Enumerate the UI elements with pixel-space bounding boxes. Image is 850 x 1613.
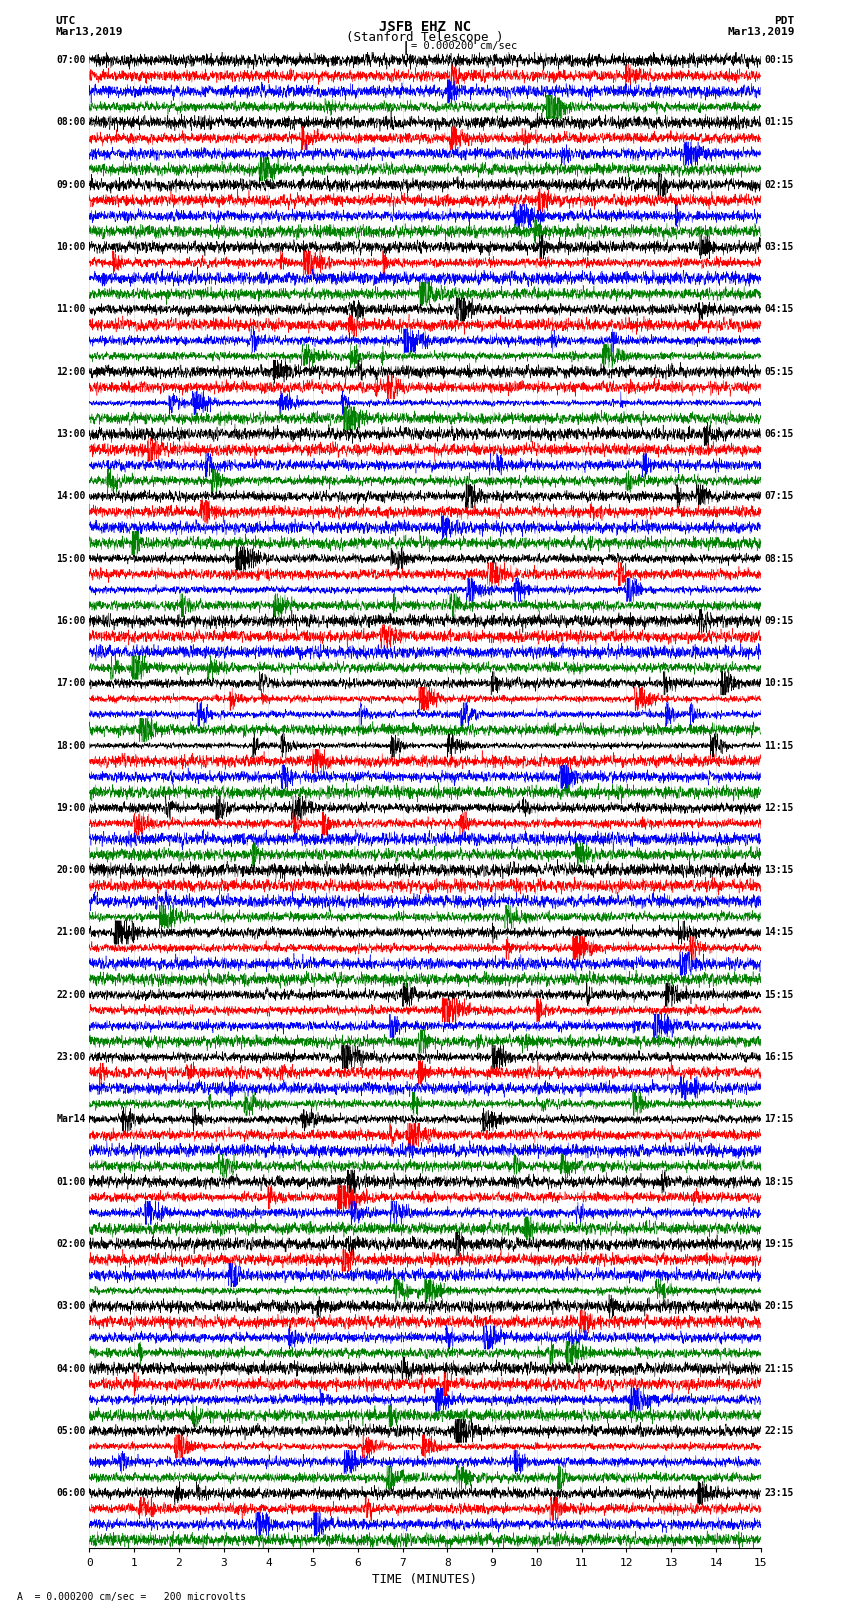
Text: 11:15: 11:15 [764,740,794,750]
Text: 16:15: 16:15 [764,1052,794,1061]
Text: 07:15: 07:15 [764,492,794,502]
Text: A  = 0.000200 cm/sec =   200 microvolts: A = 0.000200 cm/sec = 200 microvolts [17,1592,246,1602]
Text: 14:00: 14:00 [56,492,86,502]
Text: 17:00: 17:00 [56,677,86,689]
Text: 08:00: 08:00 [56,118,86,127]
Text: 10:15: 10:15 [764,677,794,689]
Text: 19:00: 19:00 [56,803,86,813]
Text: 23:00: 23:00 [56,1052,86,1061]
Text: 01:15: 01:15 [764,118,794,127]
Text: 19:15: 19:15 [764,1239,794,1248]
Text: 03:15: 03:15 [764,242,794,252]
Text: 17:15: 17:15 [764,1115,794,1124]
Text: 05:15: 05:15 [764,366,794,377]
Text: 05:00: 05:00 [56,1426,86,1436]
Text: 18:00: 18:00 [56,740,86,750]
Text: 11:00: 11:00 [56,305,86,315]
Text: 15:15: 15:15 [764,990,794,1000]
Text: 02:00: 02:00 [56,1239,86,1248]
Text: 13:00: 13:00 [56,429,86,439]
Text: 00:15: 00:15 [764,55,794,65]
Text: 06:00: 06:00 [56,1489,86,1498]
Text: 01:00: 01:00 [56,1176,86,1187]
Text: 10:00: 10:00 [56,242,86,252]
Text: Mar13,2019: Mar13,2019 [55,27,122,37]
Text: = 0.000200 cm/sec: = 0.000200 cm/sec [411,40,518,52]
Text: 12:15: 12:15 [764,803,794,813]
Text: PDT: PDT [774,16,795,26]
Text: UTC: UTC [55,16,76,26]
Text: 09:00: 09:00 [56,179,86,190]
Text: 20:15: 20:15 [764,1302,794,1311]
Text: 04:15: 04:15 [764,305,794,315]
Text: Mar13,2019: Mar13,2019 [728,27,795,37]
Text: 16:00: 16:00 [56,616,86,626]
Text: 21:00: 21:00 [56,927,86,937]
Text: 02:15: 02:15 [764,179,794,190]
Text: 03:00: 03:00 [56,1302,86,1311]
Text: JSFB EHZ NC: JSFB EHZ NC [379,19,471,34]
Text: 04:00: 04:00 [56,1363,86,1374]
Text: 09:15: 09:15 [764,616,794,626]
Text: 06:15: 06:15 [764,429,794,439]
Text: |: | [401,40,410,55]
Text: 18:15: 18:15 [764,1176,794,1187]
Text: (Stanford Telescope ): (Stanford Telescope ) [346,31,504,44]
Text: 21:15: 21:15 [764,1363,794,1374]
Text: 12:00: 12:00 [56,366,86,377]
Text: 07:00: 07:00 [56,55,86,65]
Text: 13:15: 13:15 [764,865,794,876]
X-axis label: TIME (MINUTES): TIME (MINUTES) [372,1573,478,1586]
Text: Mar14: Mar14 [56,1115,86,1124]
Text: 15:00: 15:00 [56,553,86,563]
Text: 14:15: 14:15 [764,927,794,937]
Text: 08:15: 08:15 [764,553,794,563]
Text: 22:00: 22:00 [56,990,86,1000]
Text: 20:00: 20:00 [56,865,86,876]
Text: 23:15: 23:15 [764,1489,794,1498]
Text: 22:15: 22:15 [764,1426,794,1436]
